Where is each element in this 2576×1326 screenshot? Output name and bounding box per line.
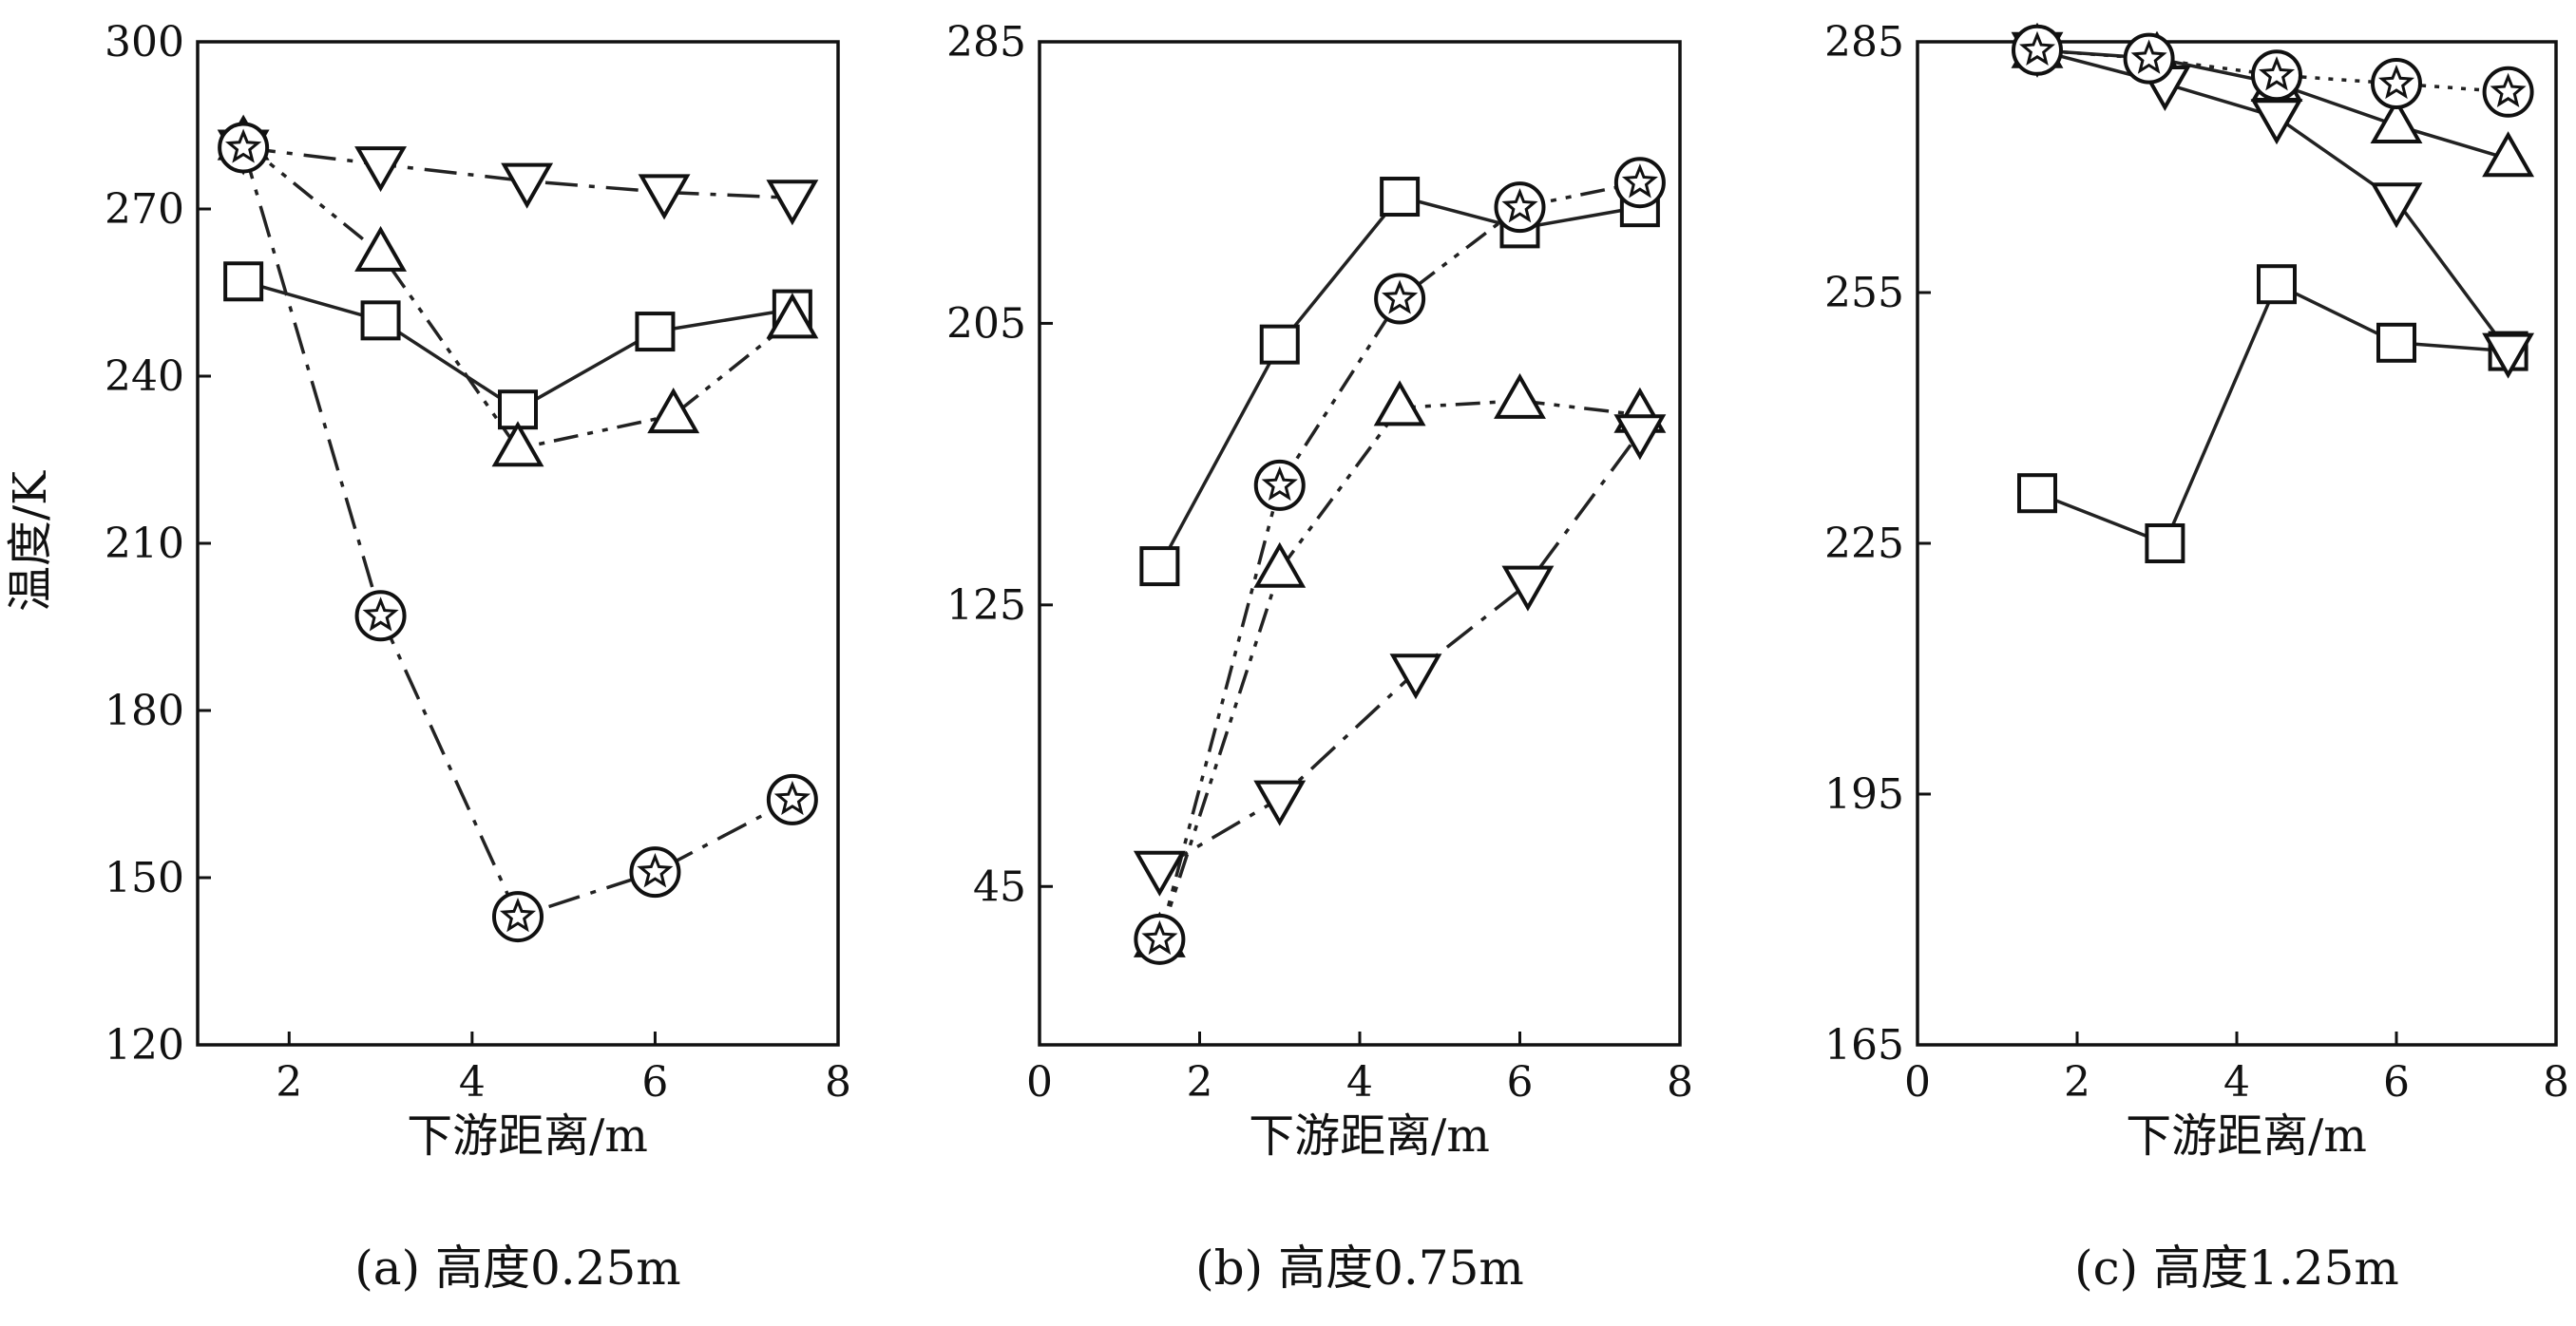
series-line-triangle-up bbox=[241, 141, 793, 451]
x-tick-label: 6 bbox=[641, 1058, 668, 1107]
x-tick-label: 6 bbox=[1507, 1058, 1534, 1107]
circled-star-marker bbox=[2251, 49, 2302, 102]
series-markers bbox=[2011, 22, 2535, 563]
x-tick-label: 4 bbox=[2223, 1058, 2250, 1107]
x-tick-label: 0 bbox=[1904, 1058, 1931, 1107]
circled-star-marker bbox=[2012, 24, 2063, 76]
x-axis-title: 下游距离/m bbox=[1249, 1109, 1490, 1163]
series-line-triangle-down bbox=[1158, 431, 1642, 871]
plot-frame bbox=[1038, 40, 1682, 1047]
square-marker bbox=[2145, 523, 2185, 563]
circled-star-marker bbox=[2482, 66, 2534, 118]
square-marker bbox=[1139, 546, 1180, 587]
x-tick-label: 4 bbox=[1346, 1058, 1373, 1107]
circled-star-marker bbox=[1253, 459, 1306, 511]
circled-star-marker bbox=[629, 846, 681, 899]
y-tick-label: 165 bbox=[1824, 1021, 1904, 1070]
x-tick-label: 8 bbox=[1667, 1058, 1693, 1107]
series-line-circled-star bbox=[241, 147, 793, 919]
panel-a: 2 4 6 8 120 150 180 210 240 270 300 下游距离/m (a) 高度0.2… bbox=[105, 18, 851, 1296]
square-marker bbox=[2257, 264, 2297, 305]
y-tick-label: 180 bbox=[105, 687, 184, 735]
y-tick-label: 255 bbox=[1824, 269, 1904, 317]
square-marker bbox=[2376, 322, 2416, 363]
x-tick-label: 2 bbox=[276, 1058, 302, 1107]
triangle-up-marker bbox=[1373, 380, 1426, 426]
circled-star-marker bbox=[766, 773, 818, 825]
panel-c: 0 2 4 6 8 165 195 225 255 285 下游距离/m (c) 高度1.25m bbox=[1824, 18, 2569, 1296]
square-marker bbox=[2017, 473, 2057, 514]
circled-star-marker bbox=[1134, 913, 1186, 965]
series-markers bbox=[1133, 157, 1667, 965]
square-marker bbox=[360, 300, 401, 341]
x-tick-label: 8 bbox=[2543, 1058, 2569, 1107]
y-tick-label: 120 bbox=[105, 1021, 184, 1070]
y-tick-label: 240 bbox=[105, 352, 184, 401]
circled-star-marker bbox=[492, 891, 544, 943]
y-axis-title: 温度/K bbox=[4, 470, 57, 612]
y-tick-label: 285 bbox=[946, 18, 1026, 66]
y-tick-label: 195 bbox=[1824, 770, 1904, 819]
triangle-down-marker bbox=[2370, 182, 2423, 229]
triangle-up-marker bbox=[766, 293, 819, 339]
triangle-down-marker bbox=[638, 174, 691, 220]
y-tick-label: 125 bbox=[946, 581, 1026, 630]
x-tick-label: 8 bbox=[825, 1058, 851, 1107]
circled-star-marker bbox=[2371, 58, 2422, 109]
triangle-down-marker bbox=[354, 146, 408, 193]
x-tick-label: 4 bbox=[459, 1058, 486, 1107]
triangle-down-marker bbox=[1133, 850, 1186, 897]
panel-caption: (a) 高度0.25m bbox=[354, 1241, 680, 1296]
series-lines bbox=[241, 141, 793, 919]
y-tick-label: 210 bbox=[105, 520, 184, 568]
triangle-down-marker bbox=[1501, 565, 1555, 612]
triangle-down-marker bbox=[1613, 414, 1667, 461]
triangle-up-marker bbox=[647, 388, 700, 434]
square-marker bbox=[1380, 177, 1421, 218]
square-marker bbox=[635, 312, 676, 352]
circled-star-marker bbox=[218, 122, 270, 174]
x-tick-label: 0 bbox=[1026, 1058, 1053, 1107]
x-axis-title: 下游距离/m bbox=[407, 1109, 648, 1163]
panel-caption: (c) 高度1.25m bbox=[2074, 1241, 2399, 1296]
triangle-down-marker bbox=[501, 162, 554, 209]
y-tick-label: 45 bbox=[973, 862, 1026, 911]
panel-caption: (b) 高度0.75m bbox=[1195, 1241, 1524, 1296]
y-tick-label: 270 bbox=[105, 185, 184, 234]
triangle-up-marker bbox=[2482, 131, 2535, 178]
triangle-up-marker bbox=[491, 421, 544, 467]
y-tick-label: 225 bbox=[1824, 520, 1904, 568]
x-tick-label: 2 bbox=[1187, 1058, 1213, 1107]
y-tick-label: 300 bbox=[105, 18, 184, 66]
series-line-square bbox=[2036, 282, 2509, 545]
panel-b: 0 2 4 6 8 45 125 205 285 下游距离/m (b) 高度0.75m bbox=[946, 18, 1693, 1296]
y-tick-label: 150 bbox=[105, 854, 184, 902]
triangle-down-marker bbox=[766, 180, 819, 226]
x-axis-title: 下游距离/m bbox=[2126, 1109, 2367, 1163]
triangle-up-marker bbox=[1494, 372, 1546, 419]
triangle-down-marker bbox=[2250, 99, 2303, 145]
circled-star-marker bbox=[1613, 157, 1666, 209]
triangle-up-marker bbox=[354, 225, 408, 272]
square-marker bbox=[223, 261, 264, 302]
x-tick-label: 2 bbox=[2064, 1058, 2090, 1107]
series-line-circled-star bbox=[1157, 180, 1641, 940]
circled-star-marker bbox=[1374, 273, 1426, 325]
y-tick-label: 285 bbox=[1824, 18, 1904, 66]
series-line-triangle-down bbox=[242, 145, 792, 200]
triangle-up-marker bbox=[2370, 97, 2423, 143]
triangle-down-marker bbox=[2482, 332, 2535, 379]
series-markers bbox=[217, 114, 819, 943]
x-tick-label: 6 bbox=[2383, 1058, 2410, 1107]
circled-star-marker bbox=[354, 590, 407, 642]
triangle-up-marker bbox=[1253, 541, 1307, 588]
square-marker bbox=[1259, 324, 1300, 365]
plot-frame bbox=[1916, 40, 2558, 1047]
circled-star-marker bbox=[2123, 32, 2175, 85]
triangle-down-marker bbox=[1253, 780, 1307, 826]
y-tick-label: 205 bbox=[946, 299, 1026, 348]
circled-star-marker bbox=[1494, 181, 1546, 234]
triangle-down-marker bbox=[1389, 654, 1442, 700]
